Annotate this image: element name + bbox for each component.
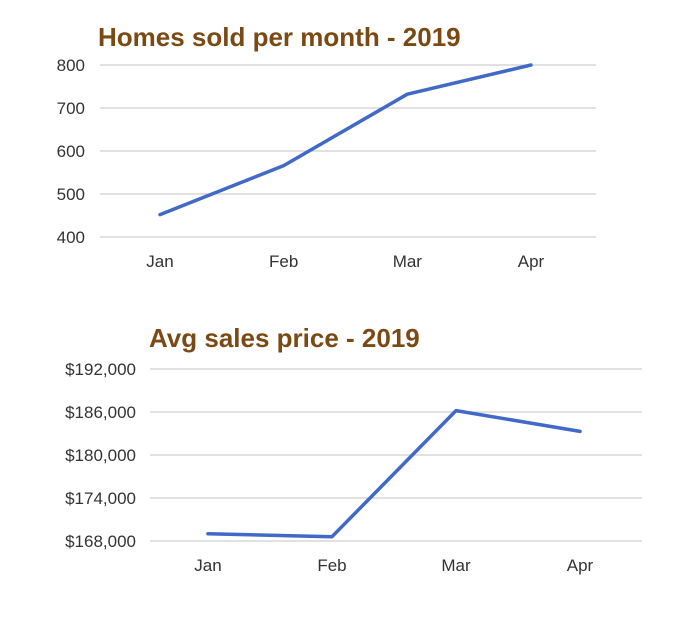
y-tick-label: 600 (57, 142, 85, 161)
y-tick-label: 800 (57, 56, 85, 75)
y-tick-label: 500 (57, 185, 85, 204)
x-tick-label: Apr (567, 556, 594, 575)
x-tick-label: Mar (441, 556, 471, 575)
y-tick-label: $192,000 (65, 360, 136, 379)
chart-title: Homes sold per month - 2019 (98, 22, 461, 52)
chart-title: Avg sales price - 2019 (149, 323, 420, 353)
y-tick-label: $186,000 (65, 403, 136, 422)
avg-price-plot: $192,000 $186,000 $180,000 $174,000 $168,000… (65, 360, 642, 575)
x-tick-label: Jan (194, 556, 221, 575)
x-tick-label: Apr (518, 252, 545, 271)
y-tick-label: $174,000 (65, 489, 136, 508)
series-line (206, 408, 582, 539)
x-tick-label: Feb (269, 252, 298, 271)
x-tick-label: Feb (317, 556, 346, 575)
homes-sold-plot: 800 700 600 500 400 Jan Feb Mar Apr (57, 56, 596, 271)
x-tick-label: Jan (146, 252, 173, 271)
x-tick-label: Mar (393, 252, 423, 271)
y-tick-label: $180,000 (65, 446, 136, 465)
y-tick-label: $168,000 (65, 532, 136, 551)
y-tick-label: 700 (57, 99, 85, 118)
avg-price-chart: Avg sales price - 2019 $192,000 $186,000 $… (0, 300, 692, 620)
homes-sold-chart: Homes sold per month - 2019 800 700 600 500… (0, 0, 692, 300)
y-tick-label: 400 (57, 228, 85, 247)
series-line (158, 63, 533, 217)
